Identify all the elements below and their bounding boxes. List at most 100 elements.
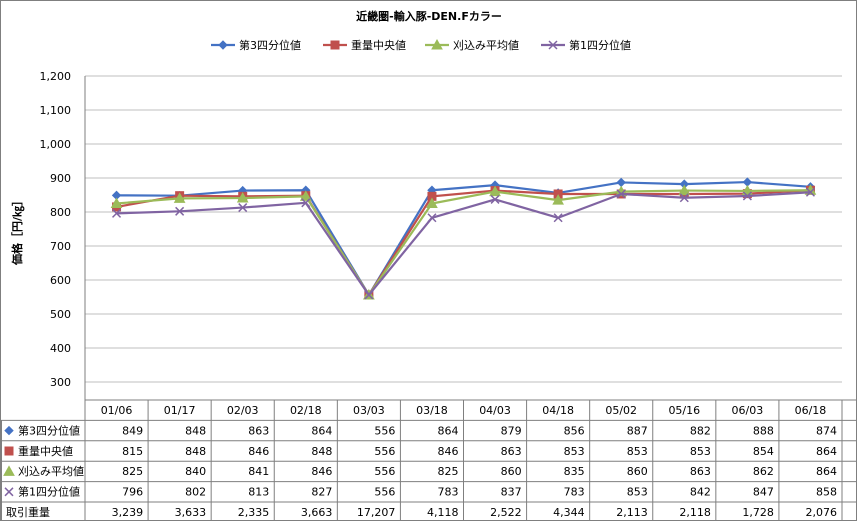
data-label: 802 [185,486,206,499]
legend-marker [330,40,340,50]
y-axis-label: 価格［円/㎏］ [10,195,25,266]
data-point [299,190,312,201]
data-label: 846 [248,445,269,458]
legend-marker [431,38,443,50]
table-row-label: 重量中央値 [18,444,73,458]
legend-item: 第3四分位値 [211,38,301,52]
table-row-label: 第1四分位値 [18,485,80,499]
data-point [364,290,374,300]
y-tick-label: 1,200 [40,70,72,83]
category-label: 03/03 [353,404,385,417]
data-label: 783 [564,486,585,499]
data-label: 856 [564,424,585,437]
series-line [116,180,811,297]
data-label: 2,113 [616,506,648,519]
y-tick-label: 300 [50,376,71,389]
category-label: 01/06 [101,404,133,417]
marker-stroke [238,203,248,213]
marker-stroke [175,206,185,216]
data-label: 841 [248,465,269,478]
data-label: 853 [564,445,585,458]
table-legend-key [4,487,14,497]
data-label: 837 [501,486,522,499]
legend-item: 刈込み平均値 [425,38,519,52]
data-label: 849 [122,424,143,437]
table-legend-key [4,446,14,456]
marker-stroke [742,191,752,201]
legend-marker [218,40,228,50]
marker-stroke [805,187,815,197]
data-label: 17,207 [357,506,396,519]
data-label: 853 [690,445,711,458]
category-label: 05/16 [668,404,700,417]
data-label: 888 [753,424,774,437]
data-point [678,184,691,196]
data-label: 853 [627,445,648,458]
data-point [552,194,564,205]
chart-title: 近畿圏-輸入豚-DEN.Fカラー [356,9,502,23]
data-label: 846 [438,445,459,458]
data-label: 556 [374,465,395,478]
data-label: 825 [438,465,459,478]
data-label: 864 [816,465,837,478]
y-axis-ticks: 300 400 500 600 700 800 900 1,000 1,100 1,200 [40,70,72,389]
data-point [489,185,501,197]
table-legend-key [3,465,15,476]
data-label: 813 [248,486,269,499]
data-point [679,193,689,203]
data-label: 4,344 [553,506,585,519]
category-label: 04/03 [479,404,511,417]
data-label: 3,239 [112,506,144,519]
data-label: 796 [122,486,143,499]
y-tick-label: 400 [50,342,71,355]
series-line [116,189,811,297]
category-label: 06/18 [795,404,827,417]
table-row-label: 第3四分位値 [18,423,80,437]
data-point [742,177,753,187]
legend-item: 重量中央値 [323,38,406,52]
data-label: 556 [374,486,395,499]
data-point [175,206,185,216]
category-label: 03/18 [416,404,448,417]
data-label: 874 [816,424,837,437]
series-2 [112,185,815,300]
marker-stroke [553,213,563,223]
legend-label: 刈込み平均値 [453,39,519,52]
data-label: 848 [311,445,332,458]
marker-stroke [427,213,437,223]
data-point [616,189,626,199]
legend-label: 第3四分位値 [239,38,301,52]
data-label: 825 [122,465,143,478]
data-point [112,208,122,218]
data-point [805,187,815,197]
data-label: 815 [122,445,143,458]
data-label: 840 [185,465,206,478]
series-line [116,191,811,297]
marker-stroke [301,198,311,208]
data-label: 860 [627,465,648,478]
data-label: 860 [501,465,522,478]
data-point [236,192,249,203]
data-label: 827 [311,486,332,499]
data-label: 853 [627,486,648,499]
data-label: 2,118 [679,506,711,519]
category-label: 02/03 [227,404,259,417]
data-point [490,194,500,204]
data-point [301,198,311,208]
data-label: 3,663 [301,506,333,519]
y-tick-label: 1,000 [40,138,72,151]
data-point [426,197,438,208]
data-label: 863 [690,465,711,478]
plot-area [110,177,817,300]
marker-stroke [616,189,626,199]
marker-stroke [679,193,689,203]
data-point [742,191,752,201]
y-tick-label: 500 [50,308,71,321]
series-3 [110,184,817,300]
category-label: 02/18 [290,404,322,417]
y-tick-label: 1,100 [40,104,72,117]
data-label: 783 [438,486,459,499]
data-label: 864 [438,424,459,437]
